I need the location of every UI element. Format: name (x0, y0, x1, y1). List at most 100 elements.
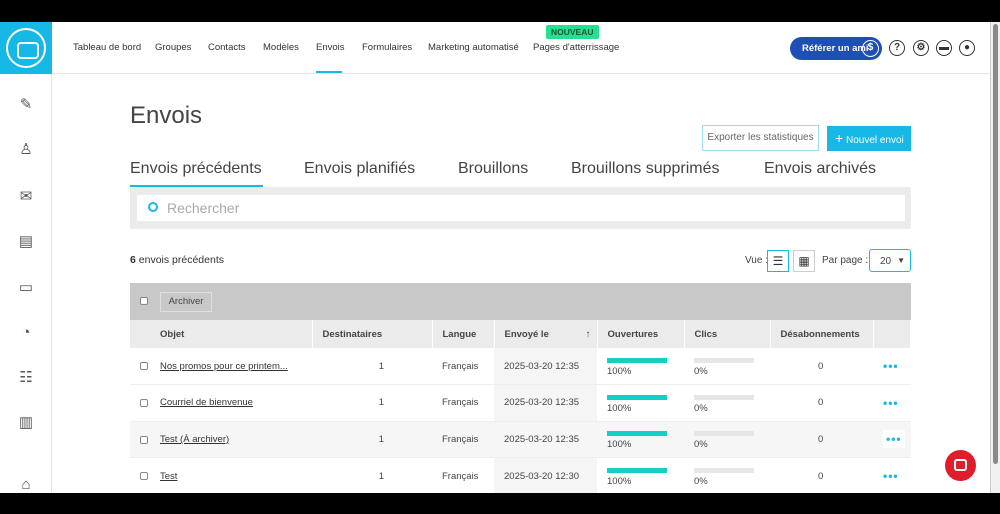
clicks-value: 0% (694, 439, 708, 451)
nav-pages-atterrissage[interactable]: Pages d'atterrissage (533, 42, 620, 53)
sent-date: 2025-03-20 12:35 (494, 348, 597, 386)
nav-modeles[interactable]: Modèles (263, 42, 299, 53)
row-checkbox[interactable] (140, 399, 148, 408)
col-envoye-label: Envoyé le (504, 328, 549, 340)
sends-table: Objet Destinataires Langue Envoyé le ↑ Ou… (130, 320, 911, 493)
brush-icon[interactable]: ✎ (19, 96, 33, 113)
language: Français (432, 457, 494, 493)
nav-tableau-de-bord[interactable]: Tableau de bord (73, 42, 142, 53)
tab-brouillons[interactable]: Brouillons (458, 160, 529, 177)
select-all-checkbox[interactable] (140, 297, 148, 305)
folder-icon[interactable]: ▬ (936, 40, 952, 56)
recipients: 1 (312, 348, 432, 386)
subject-link[interactable]: Courriel de bienvenue (160, 397, 253, 409)
row-checkbox[interactable] (140, 472, 148, 481)
clicks-value: 0% (694, 366, 708, 378)
nav-contacts[interactable]: Contacts (208, 42, 246, 53)
user-icon[interactable]: ● (959, 40, 975, 56)
clicks-value: 0% (694, 476, 708, 488)
scrollbar-thumb[interactable] (993, 24, 998, 464)
clicks-cell: 0% (684, 348, 770, 386)
grid-view-button[interactable]: ▦ (793, 250, 815, 272)
archive-icon[interactable]: ⌂ (21, 476, 31, 493)
clicks-cell: 0% (684, 384, 770, 422)
language: Français (432, 421, 494, 459)
sent-date: 2025-03-20 12:35 (494, 421, 597, 459)
mail-icon[interactable]: ✉ (19, 188, 33, 205)
clicks-progress (694, 431, 754, 437)
opens-value: 100% (607, 366, 632, 378)
per-page-select[interactable]: 20 ▼ (869, 249, 911, 272)
list-view-button[interactable]: ☰ (767, 250, 789, 272)
more-actions-icon[interactable]: ••• (883, 395, 899, 410)
row-actions-cell: ••• (873, 421, 911, 459)
unsubscribes: 0 (770, 348, 873, 386)
page-title: Envois (130, 102, 203, 129)
per-page-value: 20 (880, 256, 892, 267)
row-checkbox[interactable] (140, 435, 148, 444)
recipients: 1 (312, 421, 432, 459)
tab-envois-planifies[interactable]: Envois planifiés (304, 160, 416, 177)
tab-envois-precedents[interactable]: Envois précédents (130, 160, 262, 177)
clicks-progress (694, 468, 754, 474)
new-send-button[interactable]: + Nouvel envoi (827, 126, 911, 151)
archive-button[interactable]: Archiver (160, 292, 212, 312)
opens-progress (607, 394, 667, 400)
help-icon[interactable]: ? (889, 40, 905, 56)
scrollbar[interactable] (990, 22, 1000, 493)
tab-envois-archives[interactable]: Envois archivés (764, 160, 877, 177)
col-desabonnements[interactable]: Désabonnements (770, 320, 874, 348)
document-icon[interactable]: ▤ (18, 233, 34, 250)
gear-icon[interactable]: ⚙ (913, 40, 929, 56)
recipients: 1 (312, 457, 432, 493)
export-stats-button[interactable]: Exporter les statistiques (702, 125, 819, 151)
clicks-cell: 0% (684, 457, 770, 493)
logo[interactable] (0, 22, 52, 74)
refer-friend-button[interactable]: Référer un ami $ (790, 37, 882, 60)
clicks-cell: 0% (684, 421, 770, 459)
browser-icon[interactable]: ▭ (18, 279, 34, 296)
opens-cell: 100% (597, 348, 684, 386)
col-ouvertures[interactable]: Ouvertures (597, 320, 685, 348)
subject-link[interactable]: Nos promos pour ce printem... (160, 360, 288, 372)
active-tab-indicator (130, 185, 263, 188)
search-placeholder: Rechercher (167, 200, 240, 216)
more-actions-icon[interactable]: ••• (883, 430, 905, 449)
table-row[interactable]: Test (À archiver) 1 Français 2025-03-20 … (130, 421, 911, 459)
opens-cell: 100% (597, 384, 684, 422)
nav-marketing-automatise[interactable]: Marketing automatisé (428, 42, 519, 53)
more-actions-icon[interactable]: ••• (883, 359, 899, 374)
table-row[interactable]: Courriel de bienvenue 1 Français 2025-03… (130, 384, 911, 422)
row-checkbox[interactable] (140, 362, 148, 370)
count-number: 6 (130, 254, 136, 266)
sidebar: ✎ ♙ ✉ ▤ ▭ ◔ ☷ ▥ ⌂ (0, 74, 52, 493)
subject-link[interactable]: Test (160, 470, 178, 482)
add-user-icon[interactable]: ♙ (19, 141, 33, 158)
tab-brouillons-supprimes[interactable]: Brouillons supprimés (571, 160, 720, 177)
unsubscribes: 0 (770, 384, 873, 422)
form-icon[interactable]: ☷ (19, 369, 33, 386)
pie-chart-icon[interactable]: ◔ (21, 324, 31, 341)
unsubscribes: 0 (770, 457, 873, 493)
nav-formulaires[interactable]: Formulaires (362, 42, 413, 53)
chat-button[interactable] (945, 450, 976, 481)
opens-cell: 100% (597, 457, 684, 493)
col-envoye-le[interactable]: Envoyé le ↑ (494, 320, 598, 348)
table-row[interactable]: Test 1 Français 2025-03-20 12:30 100% 0%… (130, 457, 911, 493)
subject-link[interactable]: Test (À archiver) (160, 433, 230, 445)
col-objet[interactable]: Objet (130, 320, 313, 348)
table-row[interactable]: Nos promos pour ce printem... 1 Français… (130, 348, 911, 386)
caret-down-icon: ▼ (897, 256, 905, 265)
bar-chart-icon[interactable]: ▥ (18, 414, 34, 431)
nav-groupes[interactable]: Groupes (155, 42, 192, 53)
more-actions-icon[interactable]: ••• (883, 469, 899, 484)
nav-envois[interactable]: Envois (316, 42, 345, 53)
col-langue[interactable]: Langue (432, 320, 495, 348)
search-input[interactable]: Rechercher (137, 195, 905, 221)
col-destinataires[interactable]: Destinataires (312, 320, 433, 348)
col-clics[interactable]: Clics (684, 320, 771, 348)
opens-progress (607, 358, 667, 364)
dollar-icon: $ (862, 40, 879, 57)
active-nav-indicator (316, 71, 342, 73)
opens-progress (607, 431, 667, 437)
